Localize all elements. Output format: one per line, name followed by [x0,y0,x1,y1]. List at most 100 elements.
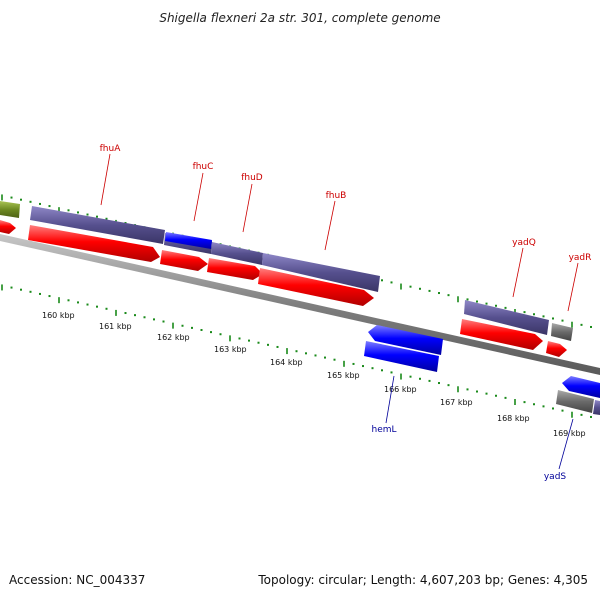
minor-tick [580,323,583,326]
gene-label-fhuD[interactable]: fhuD [241,173,263,183]
cds-arrow-yadS[interactable] [562,376,600,398]
minor-tick [561,409,564,412]
minor-tick [219,333,222,336]
minor-tick [447,384,450,387]
minor-tick [267,343,269,346]
gene-bar-fhuD[interactable] [211,242,263,265]
minor-tick [438,382,440,385]
cds-arrow-yadQ[interactable] [460,319,543,350]
reverse-gene-labels: hemL yadS [371,375,574,482]
minor-tick [143,316,146,319]
gene-label-fhuB[interactable]: fhuB [326,191,347,201]
major-tick [229,335,231,342]
minor-tick [542,315,545,318]
minor-tick [533,403,535,406]
minor-tick [419,377,421,380]
minor-tick [86,213,89,216]
minor-tick [39,202,41,205]
gene-label-yadQ[interactable]: yadQ [512,238,536,248]
minor-tick [10,196,13,199]
minor-tick [390,371,393,374]
minor-tick [381,369,383,372]
gene-label-fhuA[interactable]: fhuA [100,144,122,154]
cds-arrow-fhuB[interactable] [258,268,374,306]
minor-tick [153,318,155,321]
cds-arrow-yadR[interactable] [546,341,567,357]
minor-tick [105,307,108,310]
minor-tick [476,390,478,393]
cds-arrow-left-edge[interactable] [0,220,16,234]
gene-bar-fhuA[interactable] [30,206,165,244]
minor-tick [200,328,203,331]
tick-label: 161 kbp [99,322,132,331]
minor-tick [523,311,526,314]
gene-bar-yadQ[interactable] [464,300,549,335]
minor-tick [77,211,79,214]
minor-tick [504,396,507,399]
major-tick [172,322,174,329]
tick-label: 166 kbp [384,385,417,394]
major-tick [457,386,459,393]
minor-tick [257,341,260,344]
major-tick [571,321,573,328]
minor-tick [67,209,70,212]
minor-tick [181,324,184,327]
minor-tick [134,314,136,317]
minor-tick [238,337,241,340]
minor-tick [552,407,554,410]
major-tick [286,348,288,355]
minor-tick [371,367,374,370]
minor-tick [390,281,393,284]
gene-label-yadR[interactable]: yadR [569,253,592,263]
gene-bar-reverse-edge[interactable] [593,400,600,415]
minor-tick [276,345,279,348]
leader-line-fhuD [242,183,253,233]
major-tick [400,373,402,380]
leader-line-yadS [558,418,574,470]
tick-label: 163 kbp [214,345,247,354]
minor-tick [314,354,317,357]
cds-arrow-fhuD[interactable] [207,258,263,280]
gene-bar-unknown[interactable] [0,201,20,218]
minor-tick [295,350,298,353]
minor-tick [476,300,478,303]
gene-bar-fhuB[interactable] [262,253,380,292]
minor-tick [428,379,431,382]
cds-arrow-fhuC[interactable] [165,232,212,249]
minor-tick [485,302,488,305]
leader-line-yadR [567,262,579,312]
gene-label-yadS[interactable]: yadS [544,472,567,482]
cds-arrow-hemL[interactable] [368,325,443,355]
cds-arrow-fhuC-red[interactable] [160,250,208,271]
gene-bar-hemL[interactable] [364,341,439,372]
minor-tick [533,313,535,316]
minor-tick [438,292,440,295]
gene-bar-yadS[interactable] [556,390,594,413]
minor-tick [495,304,497,307]
reverse-gene-bars [364,341,600,415]
tick-label: 162 kbp [157,333,190,342]
minor-tick [362,365,364,368]
minor-tick [29,290,32,293]
leader-line-fhuA [100,153,111,206]
gene-bar-yadR[interactable] [551,323,573,341]
map-title: Shigella flexneri 2a str. 301, complete … [159,11,440,25]
minor-tick [10,286,13,289]
minor-tick [48,205,51,208]
major-tick [58,297,60,304]
cds-arrow-fhuA[interactable] [28,225,160,262]
minor-tick [96,305,98,308]
gene-label-fhuC[interactable]: fhuC [193,162,214,172]
major-tick [1,284,3,291]
minor-tick [333,358,336,361]
gene-label-hemL[interactable]: hemL [371,425,396,435]
major-tick [343,360,345,367]
genome-backbone [0,234,600,375]
minor-tick [552,317,554,320]
accession-text: Accession: NC_004337 [9,573,146,587]
major-tick [115,309,117,316]
minor-tick [504,306,507,309]
minor-tick [428,289,431,292]
minor-tick [466,388,469,391]
minor-tick [248,339,250,342]
